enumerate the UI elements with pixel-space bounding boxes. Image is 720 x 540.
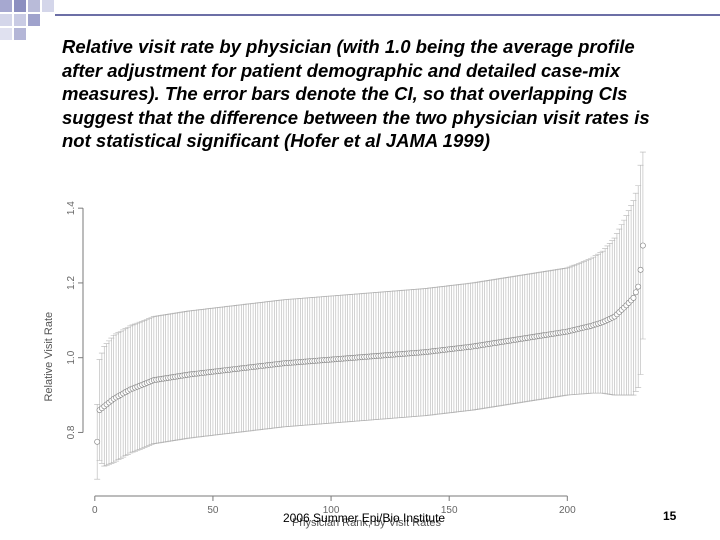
decorative-squares-icon xyxy=(0,0,54,40)
y-tick-label: 0.8 xyxy=(66,425,77,439)
data-point xyxy=(639,242,646,249)
x-tick-label: 200 xyxy=(559,505,576,516)
axis-labels: 0.8 1.0 1.2 1.4 0 50 100 150 200 Relative Visit R… xyxy=(43,201,576,529)
data-point xyxy=(630,294,637,301)
data-point xyxy=(637,266,644,273)
x-tick-label: 150 xyxy=(441,505,458,516)
data-point xyxy=(635,283,642,290)
footer-text: 2006 Summer Epi/Bio Institute xyxy=(283,511,446,525)
chart-axes xyxy=(78,207,568,501)
page-number: 15 xyxy=(663,509,677,523)
y-tick-label: 1.0 xyxy=(66,350,77,364)
x-tick-label: 0 xyxy=(92,505,98,516)
y-tick-label: 1.2 xyxy=(66,276,77,290)
data-points xyxy=(94,242,646,445)
y-tick-label: 1.4 xyxy=(66,201,77,215)
ci-error-bars xyxy=(94,151,646,480)
slide-caption: Relative visit rate by physician (with 1… xyxy=(62,36,650,151)
header-accent-line xyxy=(55,14,720,16)
y-axis-label: Relative Visit Rate xyxy=(43,312,55,402)
x-tick-label: 50 xyxy=(207,505,219,516)
data-point xyxy=(632,289,639,296)
x-tick-label: 100 xyxy=(323,505,340,516)
x-axis-label: Physician Rank, by Visit Rates xyxy=(292,517,441,529)
data-point xyxy=(94,438,101,445)
